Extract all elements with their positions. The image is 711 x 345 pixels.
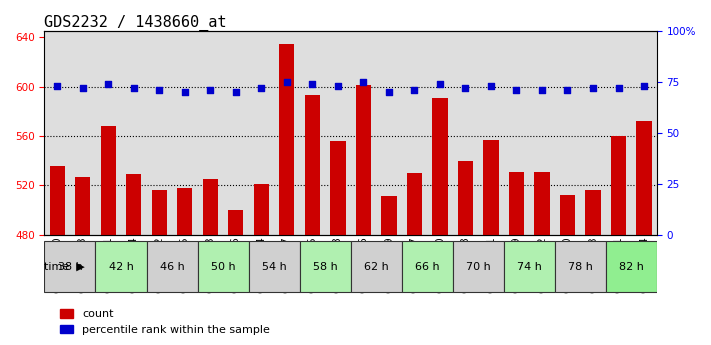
- FancyBboxPatch shape: [249, 241, 299, 292]
- Bar: [453, 31, 479, 235]
- Point: [51, 83, 63, 89]
- Bar: [172, 31, 198, 235]
- Text: time  ▶: time ▶: [45, 262, 85, 272]
- Point: [587, 86, 599, 91]
- Text: 78 h: 78 h: [568, 262, 593, 272]
- FancyBboxPatch shape: [198, 241, 249, 292]
- Bar: [560, 195, 575, 235]
- Point: [409, 87, 420, 93]
- FancyBboxPatch shape: [555, 241, 606, 292]
- Bar: [279, 43, 294, 235]
- Point: [485, 83, 496, 89]
- Bar: [254, 184, 269, 235]
- Bar: [376, 31, 402, 235]
- Bar: [274, 31, 299, 235]
- FancyBboxPatch shape: [45, 241, 95, 292]
- Bar: [580, 31, 606, 235]
- Bar: [503, 31, 529, 235]
- Text: 50 h: 50 h: [210, 262, 235, 272]
- Legend: count, percentile rank within the sample: count, percentile rank within the sample: [55, 305, 274, 339]
- Point: [281, 79, 292, 85]
- Bar: [529, 31, 555, 235]
- Point: [638, 83, 650, 89]
- Bar: [50, 166, 65, 235]
- Text: 62 h: 62 h: [364, 262, 388, 272]
- Text: GDS2232 / 1438660_at: GDS2232 / 1438660_at: [45, 15, 227, 31]
- Bar: [95, 31, 121, 235]
- Text: 42 h: 42 h: [109, 262, 134, 272]
- Bar: [535, 172, 550, 235]
- Bar: [402, 31, 427, 235]
- Bar: [121, 31, 146, 235]
- Text: 38 h: 38 h: [58, 262, 82, 272]
- Bar: [70, 31, 95, 235]
- FancyBboxPatch shape: [351, 241, 402, 292]
- Bar: [631, 31, 657, 235]
- Bar: [249, 31, 274, 235]
- Bar: [100, 126, 116, 235]
- FancyBboxPatch shape: [453, 241, 503, 292]
- FancyBboxPatch shape: [503, 241, 555, 292]
- Point: [102, 81, 114, 87]
- Bar: [299, 31, 325, 235]
- Bar: [585, 190, 601, 235]
- Bar: [458, 161, 473, 235]
- Text: 58 h: 58 h: [313, 262, 338, 272]
- Bar: [381, 196, 397, 235]
- Point: [205, 87, 216, 93]
- Bar: [325, 31, 351, 235]
- Bar: [356, 86, 371, 235]
- FancyBboxPatch shape: [402, 241, 453, 292]
- Bar: [479, 31, 503, 235]
- FancyBboxPatch shape: [606, 241, 657, 292]
- Point: [154, 87, 165, 93]
- Point: [383, 89, 395, 95]
- Point: [562, 87, 573, 93]
- Bar: [555, 31, 580, 235]
- FancyBboxPatch shape: [146, 241, 198, 292]
- Bar: [146, 31, 172, 235]
- Point: [510, 87, 522, 93]
- Bar: [427, 31, 453, 235]
- Bar: [351, 31, 376, 235]
- Point: [77, 86, 88, 91]
- Text: 66 h: 66 h: [415, 262, 439, 272]
- Point: [128, 86, 139, 91]
- Bar: [432, 98, 447, 235]
- Point: [179, 89, 191, 95]
- Bar: [305, 95, 320, 235]
- FancyBboxPatch shape: [299, 241, 351, 292]
- Point: [332, 83, 343, 89]
- Point: [358, 79, 369, 85]
- Point: [230, 89, 242, 95]
- Bar: [228, 210, 243, 235]
- Bar: [203, 179, 218, 235]
- Point: [460, 86, 471, 91]
- Text: 54 h: 54 h: [262, 262, 287, 272]
- Bar: [198, 31, 223, 235]
- Bar: [483, 140, 498, 235]
- Bar: [611, 136, 626, 235]
- Bar: [330, 141, 346, 235]
- Bar: [509, 172, 524, 235]
- Bar: [126, 174, 141, 235]
- Point: [256, 86, 267, 91]
- Bar: [407, 173, 422, 235]
- Point: [536, 87, 547, 93]
- Bar: [223, 31, 249, 235]
- Bar: [151, 190, 167, 235]
- FancyBboxPatch shape: [95, 241, 146, 292]
- Text: 70 h: 70 h: [466, 262, 491, 272]
- Text: 74 h: 74 h: [517, 262, 542, 272]
- Text: 46 h: 46 h: [160, 262, 184, 272]
- Point: [613, 86, 624, 91]
- Point: [434, 81, 446, 87]
- Text: 82 h: 82 h: [619, 262, 643, 272]
- Bar: [636, 121, 652, 235]
- Bar: [45, 31, 70, 235]
- Bar: [75, 177, 90, 235]
- Point: [306, 81, 318, 87]
- Bar: [177, 188, 193, 235]
- Bar: [606, 31, 631, 235]
